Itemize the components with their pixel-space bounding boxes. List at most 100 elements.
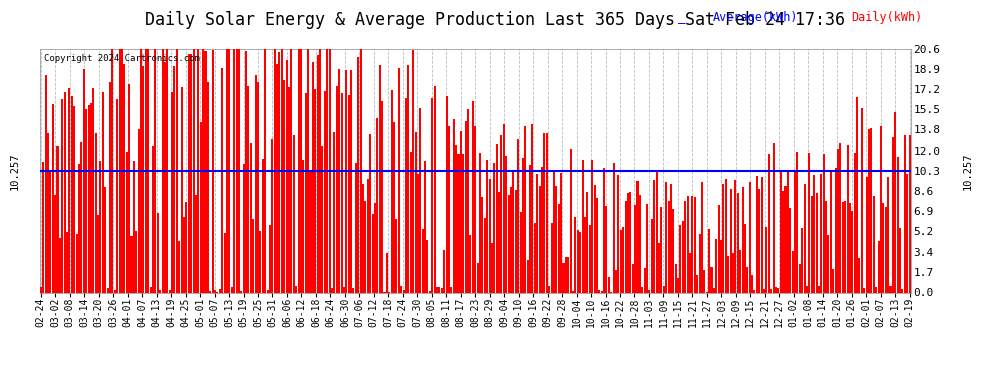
Bar [627,192,629,292]
Bar [83,69,85,292]
Bar [254,75,256,292]
Bar [202,49,204,292]
Bar [462,154,464,292]
Text: Daily Solar Energy & Average Production Last 365 Days Sat Feb 24 17:36: Daily Solar Energy & Average Production … [145,11,845,29]
Bar [362,184,364,292]
Bar [112,49,114,292]
Bar [537,174,539,292]
Bar [484,218,486,292]
Bar [305,93,307,292]
Text: Average(kWh): Average(kWh) [713,11,798,24]
Bar [467,108,469,292]
Bar [183,217,185,292]
Bar [553,171,555,292]
Bar [241,291,243,292]
Bar [555,186,557,292]
Bar [828,236,830,292]
Bar [613,163,615,292]
Bar [877,241,879,292]
Bar [371,214,373,292]
Bar [799,264,801,292]
Bar [66,231,68,292]
Bar [429,291,431,292]
Bar [713,288,715,292]
Bar [374,203,376,292]
Bar [286,60,288,292]
Bar [379,65,381,292]
Bar [699,234,701,292]
Bar [124,64,126,292]
Bar [863,288,865,292]
Bar [226,49,228,292]
Bar [584,217,586,292]
Bar [840,144,842,292]
Bar [50,172,51,292]
Bar [171,92,173,292]
Bar [667,201,669,292]
Bar [899,228,901,292]
Bar [586,192,588,292]
Bar [672,209,674,292]
Bar [85,109,87,292]
Bar [720,240,722,292]
Bar [460,130,462,292]
Bar [873,196,875,292]
Bar [136,231,138,292]
Bar [550,223,552,292]
Bar [823,154,825,292]
Bar [221,69,223,292]
Bar [302,160,304,292]
Bar [148,49,149,292]
Bar [264,49,266,292]
Bar [455,145,457,292]
Bar [491,243,493,292]
Bar [684,201,686,292]
Bar [97,215,99,292]
Bar [276,64,278,292]
Bar [173,66,175,292]
Bar [498,192,500,292]
Bar [56,146,58,292]
Bar [577,230,579,292]
Bar [54,195,56,292]
Bar [637,182,639,292]
Bar [441,288,443,292]
Bar [825,201,827,292]
Bar [486,160,488,292]
Bar [290,49,292,292]
Bar [278,52,280,292]
Bar [562,263,564,292]
Bar [114,291,116,292]
Bar [259,231,261,292]
Bar [116,99,118,292]
Bar [768,154,770,292]
Bar [364,201,366,292]
Bar [856,97,858,292]
Bar [354,164,356,292]
Bar [350,70,352,292]
Bar [765,227,767,292]
Bar [219,289,221,292]
Bar [639,195,641,292]
Bar [479,153,481,292]
Bar [403,290,405,292]
Bar [615,270,617,292]
Bar [464,122,466,292]
Bar [217,291,219,292]
Bar [813,175,815,292]
Bar [694,197,696,292]
Bar [622,227,625,292]
Bar [660,207,662,292]
Bar [846,146,848,292]
Text: Daily(kWh): Daily(kWh) [851,11,923,24]
Bar [405,98,407,292]
Bar [655,171,657,292]
Bar [386,253,388,292]
Bar [444,250,446,292]
Bar [209,291,211,292]
Bar [63,92,65,292]
Bar [168,290,170,292]
Bar [679,225,681,292]
Bar [212,50,214,292]
Bar [341,93,343,292]
